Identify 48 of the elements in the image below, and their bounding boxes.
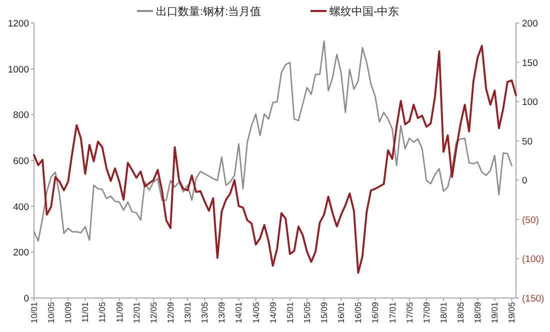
line-series — [33, 44, 517, 274]
y2-tick-label: 100 — [522, 97, 538, 108]
x-tick-label: 10/09 — [63, 302, 74, 324]
x-tick-label: 15/01 — [284, 302, 295, 324]
y2-tick-label: (50) — [522, 214, 539, 226]
y-tick-label: 600 — [13, 156, 29, 167]
x-tick-label: 13/01 — [182, 302, 193, 324]
x-tick-label: 18/01 — [438, 302, 448, 324]
x-tick-label: 16/05 — [353, 302, 364, 324]
y-tick-label: 1000 — [8, 64, 29, 76]
y-tick-label: 1200 — [8, 18, 29, 30]
x-tick-label: 10/01 — [29, 302, 39, 324]
y-tick-label: 400 — [13, 202, 29, 213]
x-tick-label: 17/05 — [404, 302, 414, 324]
x-tick-label: 17/09 — [421, 302, 432, 324]
y-tick-label: 0 — [24, 294, 29, 304]
x-tick-label: 11/05 — [97, 302, 108, 323]
x-tick-label: 14/01 — [234, 302, 244, 324]
y-tick-label: 800 — [13, 110, 29, 122]
x-tick-label: 15/09 — [319, 302, 330, 324]
x-tick-label: 10/05 — [46, 302, 56, 324]
y-tick-label: 200 — [13, 248, 29, 259]
y2-tick-label: 0 — [522, 176, 528, 187]
line-series — [33, 40, 512, 242]
y2-tick-label: 200 — [522, 18, 538, 30]
y2-tick-label: 50 — [522, 136, 533, 148]
legend-label: 出口数量:钢材:当月值 — [156, 5, 262, 18]
y2-tick-label: (100) — [522, 254, 544, 266]
x-tick-label: 13/09 — [216, 302, 227, 324]
x-tick-label: 14/09 — [268, 302, 278, 324]
x-tick-label: 17/01 — [387, 302, 398, 324]
x-tick-label: 11/01 — [80, 302, 90, 323]
x-tick-label: 19/05 — [506, 302, 517, 324]
y2-tick-label: 150 — [522, 58, 538, 69]
x-tick-label: 18/05 — [456, 302, 466, 324]
legend-label: 螺纹中国-中东 — [330, 5, 400, 18]
x-tick-label: 15/05 — [302, 302, 312, 324]
x-tick-label: 12/05 — [148, 302, 158, 324]
x-tick-label: 13/05 — [200, 302, 210, 324]
y2-tick-label: (150) — [522, 294, 544, 304]
x-tick-label: 12/09 — [165, 302, 176, 324]
x-tick-label: 11/09 — [114, 302, 124, 323]
x-tick-label: 16/09 — [370, 302, 380, 324]
x-tick-label: 18/09 — [472, 302, 483, 324]
x-tick-label: 12/01 — [131, 302, 142, 324]
x-tick-label: 16/01 — [336, 302, 346, 324]
x-tick-label: 19/01 — [490, 302, 500, 324]
x-tick-label: 14/05 — [250, 302, 261, 324]
